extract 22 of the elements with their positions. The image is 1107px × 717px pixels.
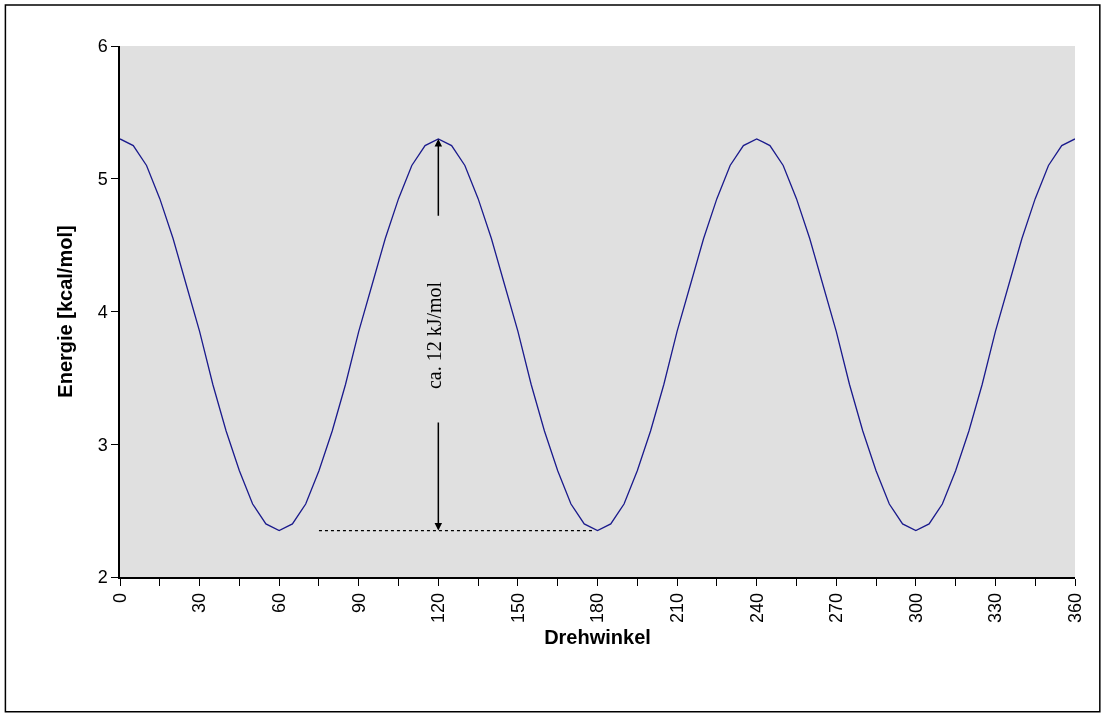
line-series bbox=[120, 138, 1075, 532]
x-tick-label: 360 bbox=[1064, 592, 1085, 623]
x-tick-label: 300 bbox=[905, 592, 926, 623]
x-axis-title: Drehwinkel bbox=[544, 626, 651, 648]
x-tick-label: 240 bbox=[746, 592, 767, 623]
annotation: ca. 12 kJ/mol bbox=[422, 281, 445, 390]
x-tick-label: 150 bbox=[507, 592, 528, 623]
x-tick-label: 270 bbox=[826, 592, 847, 623]
x-tick-label: 180 bbox=[587, 592, 608, 623]
x-tick-label: 330 bbox=[985, 592, 1006, 623]
x-tick-label: 210 bbox=[666, 592, 687, 623]
x-tick-label: 90 bbox=[348, 592, 369, 613]
y-tick-label: 3 bbox=[97, 434, 108, 455]
y-tick-label: 4 bbox=[97, 301, 108, 322]
y-tick-label: 2 bbox=[97, 567, 108, 588]
x-tick-label: 60 bbox=[269, 592, 290, 613]
x-tick-label: 120 bbox=[428, 592, 449, 623]
x-tick-label: 30 bbox=[189, 592, 210, 613]
x-tick-label: 0 bbox=[109, 592, 130, 603]
y-tick-label: 5 bbox=[97, 169, 108, 190]
y-tick-label: 6 bbox=[97, 36, 108, 57]
y-axis-title: Energie [kcal/mol] bbox=[53, 225, 76, 398]
